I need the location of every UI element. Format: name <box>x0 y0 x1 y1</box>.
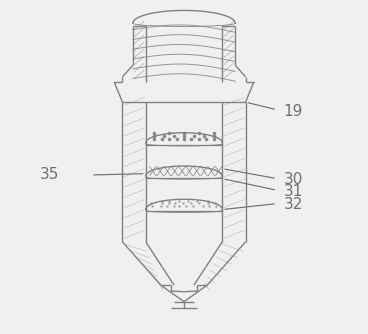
Text: 31: 31 <box>284 184 303 199</box>
Text: 32: 32 <box>284 197 303 212</box>
Text: 19: 19 <box>284 104 303 119</box>
Text: 35: 35 <box>39 167 59 182</box>
Text: 30: 30 <box>284 172 303 187</box>
